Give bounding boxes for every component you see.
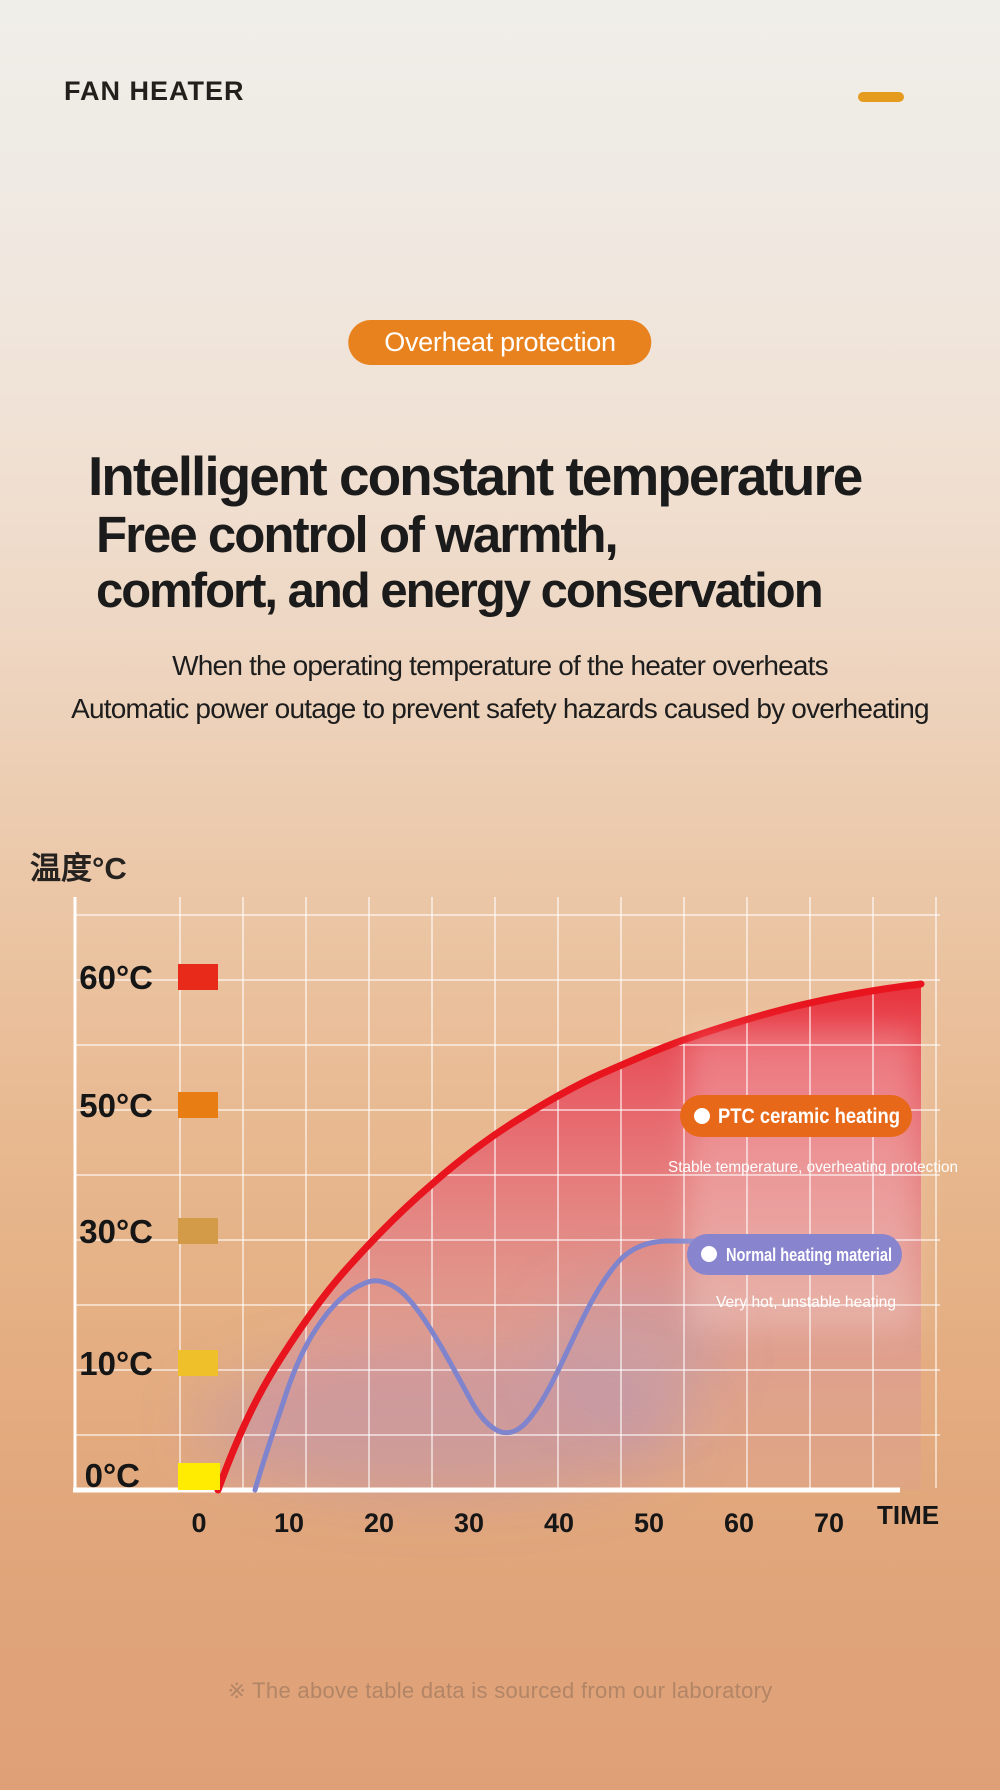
normal-curve bbox=[252, 1238, 899, 1493]
ptc-series-caption: Stable temperature, overheating protecti… bbox=[668, 1159, 958, 1176]
x-axis-ticks: 0 10 20 30 40 50 60 70 TIME bbox=[191, 1500, 939, 1538]
normal-series-label: Normal heating material bbox=[726, 1245, 892, 1265]
y-axis-label: 10°C bbox=[79, 1345, 153, 1382]
swatch-0c bbox=[178, 1463, 220, 1490]
heading-line-2: Free control of warmth, bbox=[96, 506, 619, 563]
normal-series-caption: Very hot, unstable heating bbox=[716, 1294, 896, 1311]
heading-line-1: Intelligent constant temperature bbox=[88, 445, 863, 507]
x-axis-tick: 70 bbox=[814, 1508, 844, 1538]
footnote: ※ The above table data is sourced from o… bbox=[227, 1678, 773, 1703]
swatch-30c bbox=[178, 1218, 218, 1244]
y-axis-label: 60°C bbox=[79, 959, 153, 996]
heading-line-3: comfort, and energy conservation bbox=[96, 564, 824, 618]
x-axis-tick: 50 bbox=[634, 1508, 664, 1538]
swatch-60c bbox=[178, 964, 218, 990]
swatch-50c bbox=[178, 1092, 218, 1118]
chart-y-axis-title: 温度°C bbox=[30, 851, 127, 886]
x-axis-tick: 40 bbox=[544, 1508, 574, 1538]
label-highlight-panel bbox=[688, 1030, 916, 1330]
y-axis-label: 0°C bbox=[85, 1457, 140, 1494]
overheat-protection-badge: Overheat protection bbox=[348, 320, 652, 365]
bullet-icon bbox=[701, 1246, 717, 1262]
y-axis-label: 30°C bbox=[79, 1213, 153, 1250]
x-axis-title: TIME bbox=[877, 1500, 939, 1530]
x-axis-tick: 10 bbox=[274, 1508, 304, 1538]
ptc-series-pill: PTC ceramic heating bbox=[680, 1095, 912, 1137]
normal-series-pill: Normal heating material bbox=[687, 1234, 902, 1275]
ptc-series-label: PTC ceramic heating bbox=[718, 1105, 900, 1128]
subtitle-line-2: Automatic power outage to prevent safety… bbox=[71, 693, 929, 724]
temperature-chart: 60°C 50°C 30°C 10°C 0°C 0 10 20 30 40 50… bbox=[73, 897, 958, 1538]
swatch-10c bbox=[178, 1350, 218, 1376]
x-axis-tick: 30 bbox=[454, 1508, 484, 1538]
x-axis-tick: 20 bbox=[364, 1508, 394, 1538]
y-axis-label: 50°C bbox=[79, 1087, 153, 1124]
y-axis-legend: 60°C 50°C 30°C 10°C 0°C bbox=[79, 959, 220, 1494]
x-axis-tick: 60 bbox=[724, 1508, 754, 1538]
menu-dash-icon bbox=[858, 92, 904, 102]
bullet-icon bbox=[694, 1108, 710, 1124]
subtitle-line-1: When the operating temperature of the he… bbox=[172, 650, 828, 681]
ptc-curve bbox=[214, 980, 925, 1494]
x-axis-tick: 0 bbox=[191, 1508, 206, 1538]
brand-title: FAN HEATER bbox=[64, 76, 245, 106]
